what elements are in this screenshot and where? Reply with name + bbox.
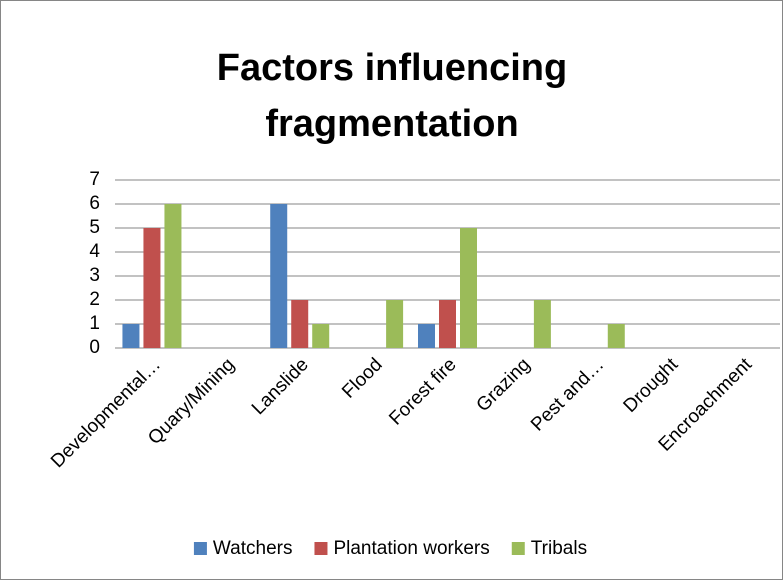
bar bbox=[164, 204, 182, 348]
legend-label: Plantation workers bbox=[333, 538, 489, 559]
y-tick-label: 7 bbox=[89, 169, 100, 190]
bar bbox=[607, 324, 625, 348]
legend-swatch bbox=[193, 542, 207, 555]
legend-label: Watchers bbox=[213, 538, 293, 559]
bar bbox=[439, 300, 456, 348]
bar bbox=[270, 204, 288, 348]
bar bbox=[122, 324, 140, 348]
y-tick-label: 3 bbox=[89, 265, 100, 286]
bar bbox=[533, 300, 551, 348]
bar bbox=[418, 324, 435, 348]
bar bbox=[386, 300, 404, 348]
bar bbox=[291, 300, 309, 348]
legend-swatch bbox=[511, 542, 525, 555]
legend-swatch bbox=[314, 542, 328, 555]
bar bbox=[143, 228, 161, 348]
legend-label: Tribals bbox=[531, 538, 587, 559]
y-tick-label: 1 bbox=[89, 313, 100, 334]
bar bbox=[312, 324, 330, 348]
y-tick-label: 2 bbox=[89, 289, 100, 310]
bar bbox=[460, 228, 477, 348]
y-tick-label: 5 bbox=[89, 217, 100, 238]
y-tick-label: 6 bbox=[89, 193, 100, 214]
y-tick-label: 0 bbox=[89, 337, 100, 358]
chart-title: Factors influencing fragmentation bbox=[216, 47, 568, 145]
y-tick-label: 4 bbox=[89, 241, 100, 262]
